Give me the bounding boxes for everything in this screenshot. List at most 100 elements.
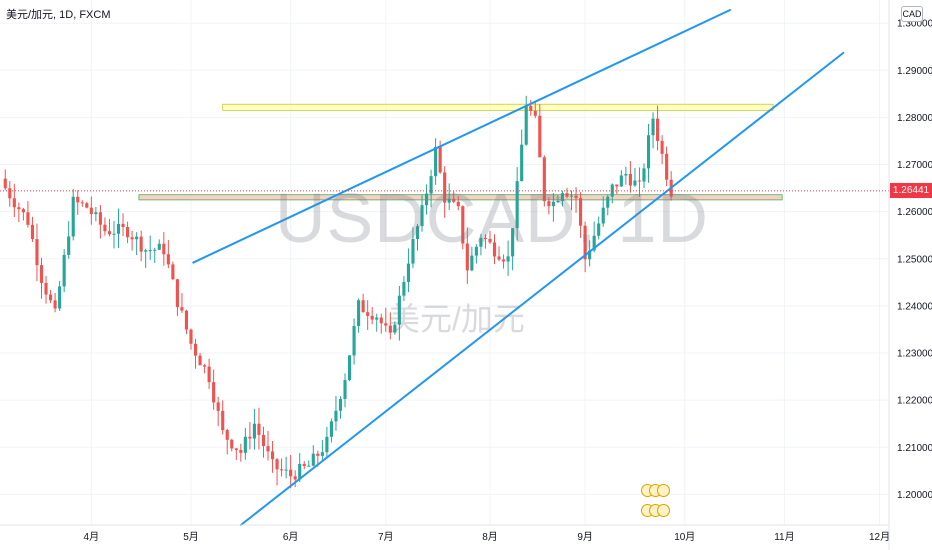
price-tick-label: 1.28000 <box>897 113 932 124</box>
candle-body <box>89 207 93 215</box>
candle-body <box>628 174 632 186</box>
candle-body <box>270 451 275 460</box>
candle-body <box>252 423 256 439</box>
candle-body <box>651 118 655 136</box>
candle-body <box>316 453 320 456</box>
candle-body <box>216 402 220 411</box>
us-flag-icon[interactable] <box>657 484 670 497</box>
candle-body <box>597 223 601 236</box>
candle-body <box>624 174 628 176</box>
candle-body <box>189 329 193 344</box>
candle-body <box>35 239 39 266</box>
symbol-title[interactable]: 美元/加元, 1D, FXCM <box>6 9 111 21</box>
candle-body <box>338 398 343 411</box>
candle-body <box>551 201 555 207</box>
candle-body <box>379 317 383 324</box>
price-tick-label: 1.29000 <box>897 66 932 77</box>
candle-body <box>12 198 16 208</box>
candle-body <box>261 434 266 447</box>
candle-body <box>39 265 44 283</box>
candle-body <box>560 193 565 201</box>
price-tick-label: 1.22000 <box>897 396 932 407</box>
candle-body <box>275 459 279 470</box>
candle-body <box>62 254 66 287</box>
candle-body <box>479 237 483 247</box>
candle-body <box>515 181 519 229</box>
candle-body <box>384 323 388 326</box>
candle-body <box>203 365 207 367</box>
candle-body <box>207 366 211 383</box>
price-tick-label: 1.26000 <box>897 207 932 218</box>
candle-body <box>470 255 474 271</box>
trendline <box>239 51 845 526</box>
candle-body <box>637 180 642 182</box>
candle-body <box>533 110 537 116</box>
support-zone <box>138 194 783 201</box>
candle-body <box>121 223 125 228</box>
candle-body <box>542 157 546 202</box>
candle-body <box>406 263 410 282</box>
candle-body <box>502 259 506 262</box>
price-axis[interactable]: 1.30000 1.29000 1.28000 1.27000 1.26000 1.250… <box>897 19 932 501</box>
candle-body <box>506 256 510 262</box>
candle-body <box>280 469 284 471</box>
candle-body <box>665 153 669 180</box>
trendlines[interactable] <box>192 9 845 526</box>
candle-body <box>3 178 7 189</box>
candle-body <box>307 465 311 467</box>
time-tick-label: 7月 <box>378 531 394 543</box>
candle-body <box>76 196 80 203</box>
economic-events[interactable] <box>641 482 675 524</box>
candle-body <box>298 463 302 480</box>
price-tick-label: 1.21000 <box>897 443 932 454</box>
candle-body <box>148 249 152 251</box>
candle-body <box>660 140 664 154</box>
candle-body <box>569 195 574 197</box>
candle-body <box>424 193 429 206</box>
candle-body <box>71 196 75 237</box>
candle-body <box>234 448 238 451</box>
candle-body <box>212 382 216 403</box>
candle-body <box>198 355 202 366</box>
candle-body <box>329 421 333 437</box>
us-flag-icon[interactable] <box>657 504 670 517</box>
candle-body <box>293 476 297 480</box>
candle-body <box>474 246 478 256</box>
trendline <box>192 9 732 264</box>
candle-body <box>103 224 107 232</box>
candle-body <box>94 212 98 215</box>
candle-body <box>601 207 605 224</box>
time-axis[interactable]: 4月 5月 6月 7月 8月 9月 10月 11月 12月 <box>84 531 891 543</box>
time-tick-label: 10月 <box>674 531 695 543</box>
candle-body <box>116 223 121 234</box>
candle-body <box>393 324 397 333</box>
candle-body <box>248 436 252 439</box>
candle-body <box>334 410 338 422</box>
candle-body <box>107 231 112 235</box>
price-tick-label: 1.20000 <box>897 490 932 501</box>
candle-body <box>311 453 315 466</box>
candle-body <box>579 198 583 226</box>
candle-body <box>130 237 134 240</box>
candle-body <box>411 238 415 264</box>
candle-body <box>21 209 25 213</box>
candle-body <box>492 242 497 257</box>
price-tick-label: 1.30000 <box>897 19 932 30</box>
candle-body <box>397 295 401 325</box>
candle-body <box>126 227 130 238</box>
symbol-watermark: USDCAD, 1D <box>275 179 709 257</box>
candle-body <box>511 228 515 257</box>
candle-body <box>289 469 293 477</box>
candle-body <box>284 469 288 471</box>
candle-body <box>171 264 175 280</box>
candle-body <box>266 446 270 452</box>
candle-body <box>153 249 157 251</box>
price-tick-label: 1.24000 <box>897 301 932 312</box>
candle-body <box>642 168 646 182</box>
candle-body <box>606 196 610 208</box>
candle-body <box>656 118 660 141</box>
currency-badge[interactable]: CAD <box>901 6 923 22</box>
candle-body <box>461 206 465 244</box>
